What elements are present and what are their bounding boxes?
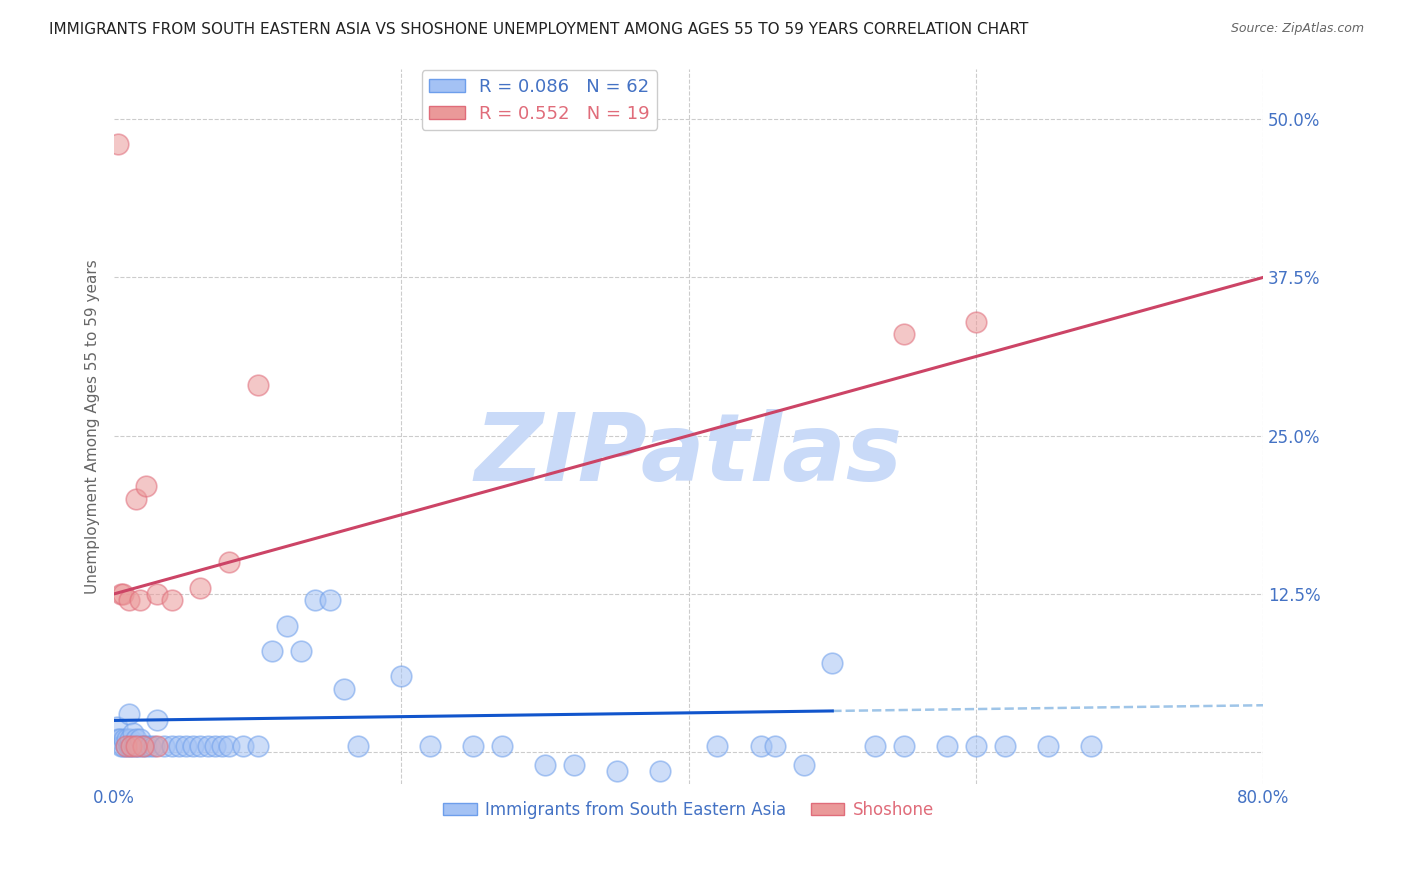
Point	[606, 764, 628, 778]
Point	[110, 587, 132, 601]
Point	[132, 739, 155, 753]
Point	[125, 739, 148, 753]
Point	[232, 739, 254, 753]
Point	[160, 739, 183, 753]
Point	[167, 739, 190, 753]
Point	[648, 764, 671, 778]
Point	[160, 593, 183, 607]
Point	[112, 732, 135, 747]
Point	[114, 739, 136, 753]
Point	[117, 739, 139, 753]
Point	[204, 739, 226, 753]
Point	[391, 669, 413, 683]
Point	[121, 726, 143, 740]
Point	[181, 739, 204, 753]
Point	[1080, 739, 1102, 753]
Point	[262, 644, 284, 658]
Point	[135, 479, 157, 493]
Point	[146, 739, 169, 753]
Point	[491, 739, 513, 753]
Point	[111, 739, 134, 753]
Point	[146, 714, 169, 728]
Point	[463, 739, 485, 753]
Point	[117, 593, 139, 607]
Legend: Immigrants from South Eastern Asia, Shoshone: Immigrants from South Eastern Asia, Shos…	[437, 794, 941, 825]
Point	[120, 739, 142, 753]
Point	[749, 739, 772, 753]
Point	[534, 757, 557, 772]
Point	[318, 593, 340, 607]
Point	[190, 581, 212, 595]
Point	[117, 707, 139, 722]
Point	[107, 732, 129, 747]
Point	[893, 739, 915, 753]
Point	[865, 739, 887, 753]
Point	[562, 757, 585, 772]
Point	[114, 739, 136, 753]
Point	[125, 732, 148, 747]
Point	[290, 644, 312, 658]
Point	[107, 137, 129, 152]
Point	[146, 587, 169, 601]
Point	[763, 739, 786, 753]
Point	[276, 618, 298, 632]
Point	[115, 732, 138, 747]
Point	[965, 739, 987, 753]
Point	[218, 555, 240, 569]
Y-axis label: Unemployment Among Ages 55 to 59 years: Unemployment Among Ages 55 to 59 years	[86, 259, 100, 593]
Point	[347, 739, 370, 753]
Point	[143, 739, 166, 753]
Point	[139, 739, 162, 753]
Point	[333, 681, 356, 696]
Point	[190, 739, 212, 753]
Point	[105, 720, 128, 734]
Text: ZIPatlas: ZIPatlas	[475, 409, 903, 500]
Point	[197, 739, 219, 753]
Point	[108, 732, 131, 747]
Point	[118, 732, 141, 747]
Point	[1036, 739, 1059, 753]
Point	[125, 491, 148, 506]
Point	[174, 739, 197, 753]
Point	[821, 657, 844, 671]
Point	[304, 593, 326, 607]
Point	[218, 739, 240, 753]
Point	[893, 327, 915, 342]
Text: Source: ZipAtlas.com: Source: ZipAtlas.com	[1230, 22, 1364, 36]
Point	[419, 739, 441, 753]
Point	[127, 739, 149, 753]
Point	[793, 757, 815, 772]
Point	[129, 732, 152, 747]
Point	[110, 739, 132, 753]
Point	[132, 739, 155, 753]
Point	[120, 739, 142, 753]
Point	[706, 739, 728, 753]
Point	[129, 593, 152, 607]
Point	[965, 315, 987, 329]
Point	[111, 587, 134, 601]
Point	[936, 739, 959, 753]
Point	[211, 739, 233, 753]
Point	[246, 739, 269, 753]
Point	[246, 378, 269, 392]
Point	[994, 739, 1017, 753]
Point	[128, 739, 150, 753]
Text: IMMIGRANTS FROM SOUTH EASTERN ASIA VS SHOSHONE UNEMPLOYMENT AMONG AGES 55 TO 59 : IMMIGRANTS FROM SOUTH EASTERN ASIA VS SH…	[49, 22, 1029, 37]
Point	[153, 739, 176, 753]
Point	[124, 739, 146, 753]
Point	[135, 739, 157, 753]
